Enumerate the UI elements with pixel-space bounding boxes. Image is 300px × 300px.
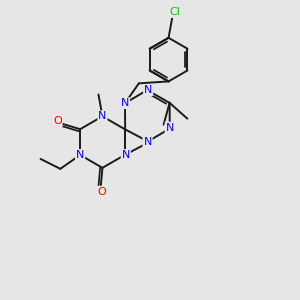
Text: N: N [166,123,174,133]
Text: N: N [121,98,129,108]
Text: N: N [144,85,152,95]
Text: N: N [143,137,152,147]
Text: N: N [76,150,84,160]
Text: N: N [122,150,130,160]
Text: Cl: Cl [169,7,180,17]
Text: N: N [98,111,106,121]
Text: O: O [97,187,106,196]
Text: O: O [53,116,62,126]
